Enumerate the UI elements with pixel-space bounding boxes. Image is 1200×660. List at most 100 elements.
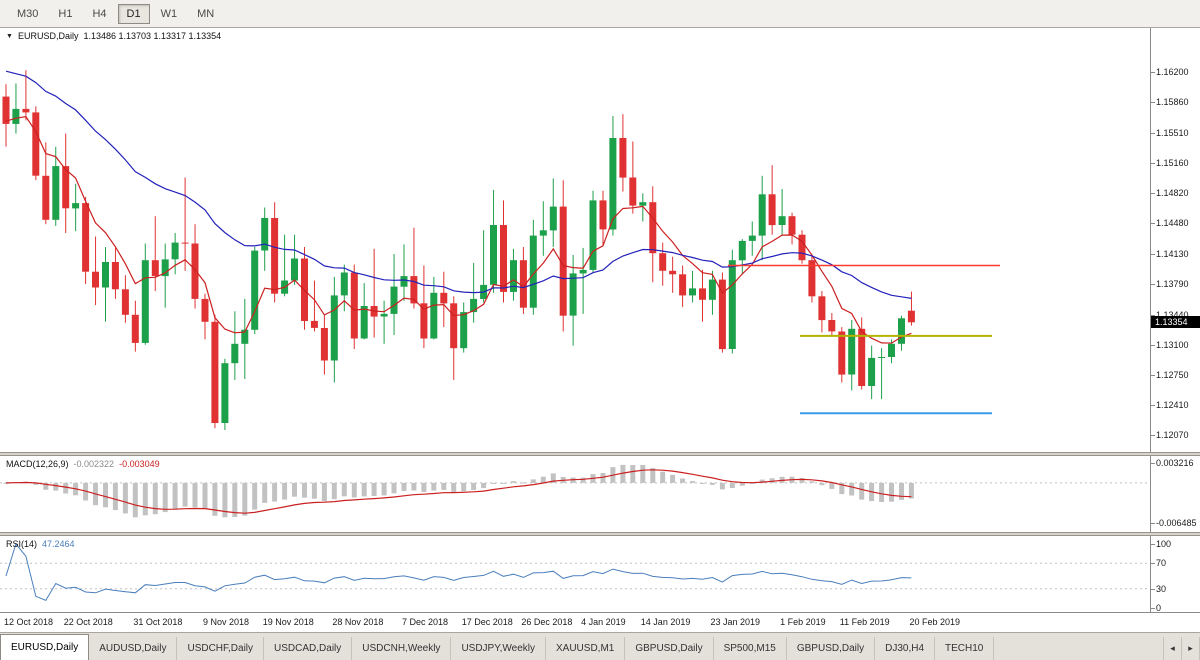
macd-chart-canvas[interactable] (0, 456, 1150, 532)
axis-label: 1.15160 (1156, 158, 1189, 168)
axis-label: 0.003216 (1156, 458, 1194, 468)
chart-tab-usdchf-daily[interactable]: USDCHF,Daily (177, 637, 265, 660)
tab-scroll-controls: ◂ ▸ (1163, 637, 1200, 660)
chart-tab-usdjpy-weekly[interactable]: USDJPY,Weekly (451, 637, 546, 660)
time-axis-label: 14 Jan 2019 (640, 617, 691, 627)
axis-tick (1151, 193, 1155, 194)
axis-label: 1.13440 (1156, 310, 1189, 320)
axis-label: 100 (1156, 539, 1172, 549)
axis-tick (1151, 435, 1155, 436)
macd-histogram (3, 464, 914, 518)
symbol-marker-icon: ▼ (6, 32, 13, 40)
time-axis-label: 22 Oct 2018 (63, 617, 113, 627)
time-axis-label: 7 Dec 2018 (402, 617, 449, 627)
axis-tick (1151, 72, 1155, 73)
axis-label: 30 (1156, 584, 1167, 594)
chart-tab-dj30-h4[interactable]: DJ30,H4 (875, 637, 936, 660)
ohlc-values: 1.13486 1.13703 1.13317 1.13354 (83, 31, 222, 41)
time-axis-label: 23 Jan 2019 (710, 617, 760, 627)
price-chart-canvas[interactable] (0, 28, 1150, 452)
chart-tab-usdcnh-weekly[interactable]: USDCNH,Weekly (352, 637, 452, 660)
axis-tick (1151, 563, 1155, 564)
chart-tab-usdcad-daily[interactable]: USDCAD,Daily (264, 637, 353, 660)
axis-tick (1151, 463, 1155, 464)
macd-name: MACD(12,26,9) (6, 459, 69, 469)
axis-label: 1.12070 (1156, 430, 1189, 440)
axis-label: 1.12410 (1156, 400, 1189, 410)
macd-label: MACD(12,26,9) -0.002322 -0.003049 (6, 459, 160, 469)
macd-signal-value: -0.003049 (119, 459, 160, 469)
time-axis-label: 28 Nov 2018 (332, 617, 384, 627)
chart-tab-sp500-m15[interactable]: SP500,M15 (713, 637, 787, 660)
slow-ma-line (5, 70, 912, 299)
axis-label: 1.14480 (1156, 218, 1189, 228)
rsi-axis: 100 70 30 0 (1150, 536, 1200, 613)
time-axis-label: 31 Oct 2018 (133, 617, 183, 627)
tabs-scroll-left-icon[interactable]: ◂ (1164, 637, 1182, 660)
axis-label: 0 (1156, 603, 1162, 613)
axis-label: 1.13100 (1156, 340, 1189, 350)
price-pane: 1.16200 1.15860 1.15510 1.15160 1.14820 1.144… (0, 28, 1200, 452)
timeframe-button-d1[interactable]: D1 (117, 3, 150, 24)
fast-ma-line (5, 116, 912, 344)
timeframe-button-h4[interactable]: H4 (83, 4, 115, 24)
chart-symbol-label: ▼ EURUSD,Daily 1.13486 1.13703 1.13317 1… (6, 31, 221, 41)
rsi-line (5, 542, 912, 602)
axis-label: 70 (1156, 558, 1167, 568)
macd-main-value: -0.002322 (73, 459, 115, 469)
chart-tab-audusd-daily[interactable]: AUDUSD,Daily (89, 637, 178, 660)
axis-tick (1151, 523, 1155, 524)
time-axis: 12 Oct 2018 22 Oct 2018 31 Oct 2018 9 Nov 2… (0, 612, 1200, 632)
axis-tick (1151, 405, 1155, 406)
price-axis[interactable]: 1.16200 1.15860 1.15510 1.15160 1.14820 1.144… (1150, 28, 1200, 452)
timeframe-button-h1[interactable]: H1 (49, 4, 81, 24)
time-axis-label: 12 Oct 2018 (4, 617, 54, 627)
axis-tick (1151, 284, 1155, 285)
axis-label: 1.15860 (1156, 97, 1189, 107)
macd-pane: 0.003216 -0.006485 MACD(12,26,9) -0.00232… (0, 456, 1200, 532)
rsi-name: RSI(14) (6, 539, 38, 549)
axis-tick (1151, 345, 1155, 346)
macd-axis: 0.003216 -0.006485 (1150, 456, 1200, 532)
chart-tabs: EURUSD,Daily AUDUSD,Daily USDCHF,Daily USDC… (0, 634, 995, 660)
tabs-scroll-right-icon[interactable]: ▸ (1182, 637, 1200, 660)
timeframe-button-m30[interactable]: M30 (8, 4, 47, 24)
axis-label: 1.12750 (1156, 370, 1189, 380)
rsi-chart-canvas[interactable] (0, 536, 1150, 612)
axis-label: 1.13790 (1156, 279, 1189, 289)
rsi-pane: 100 70 30 0 RSI(14) 47.2464 (0, 536, 1200, 613)
chart-tab-xauusd-m1[interactable]: XAUUSD,M1 (545, 637, 626, 660)
rsi-label: RSI(14) 47.2464 (6, 539, 75, 549)
timeframe-button-mn[interactable]: MN (188, 4, 223, 24)
current-price-badge: 1.13354 (1151, 316, 1200, 328)
symbol-name: EURUSD,Daily (17, 31, 79, 41)
chart-tab-gbpusd-daily[interactable]: GBPUSD,Daily (625, 637, 714, 660)
axis-tick (1151, 223, 1155, 224)
time-axis-label: 20 Feb 2019 (909, 617, 960, 627)
chart-tabs-bar: EURUSD,Daily AUDUSD,Daily USDCHF,Daily USDC… (0, 632, 1200, 660)
pane-divider[interactable] (0, 532, 1200, 536)
axis-tick (1151, 133, 1155, 134)
axis-tick (1151, 544, 1155, 545)
axis-tick (1151, 315, 1155, 316)
time-axis-label: 9 Nov 2018 (203, 617, 250, 627)
axis-label: 1.16200 (1156, 67, 1189, 77)
chart-tab-eurusd-daily[interactable]: EURUSD,Daily (0, 634, 90, 660)
chart-tab-tech10[interactable]: TECH10 (935, 637, 995, 660)
time-axis-label: 17 Dec 2018 (461, 617, 513, 627)
timeframe-toolbar: M30 H1 H4 D1 W1 MN (0, 0, 1200, 28)
timeframe-button-w1[interactable]: W1 (152, 4, 187, 24)
axis-label: 1.15510 (1156, 128, 1189, 138)
time-axis-label: 11 Feb 2019 (839, 617, 890, 627)
time-axis-label: 1 Feb 2019 (780, 617, 826, 627)
chart-tab-gbpusd-daily[interactable]: GBPUSD,Daily (786, 637, 876, 660)
axis-label: -0.006485 (1156, 518, 1197, 528)
chart-region: 1.16200 1.15860 1.15510 1.15160 1.14820 1.144… (0, 28, 1200, 632)
axis-tick (1151, 163, 1155, 164)
pane-divider[interactable] (0, 452, 1200, 456)
axis-label: 1.14820 (1156, 188, 1189, 198)
time-axis-label: 19 Nov 2018 (262, 617, 314, 627)
axis-tick (1151, 589, 1155, 590)
axis-tick (1151, 375, 1155, 376)
